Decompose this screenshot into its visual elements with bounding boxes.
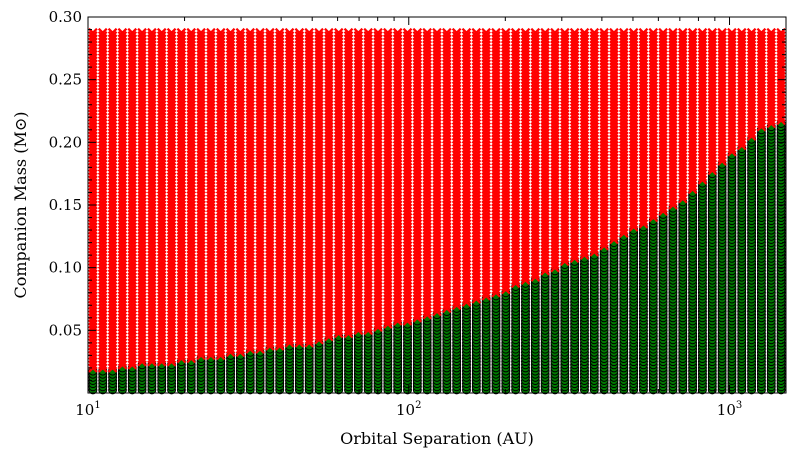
data-point-cross (107, 31, 118, 41)
data-point-cross (147, 31, 157, 41)
data-point-cross (137, 31, 147, 41)
data-point-cross (88, 31, 98, 41)
data-point-cross (117, 27, 128, 38)
data-point-cross (137, 27, 147, 38)
data-marks (88, 27, 786, 395)
data-point-cross (117, 31, 128, 41)
plot-area (88, 27, 786, 395)
data-point-cross (97, 27, 108, 38)
data-point-cross (147, 27, 157, 38)
data-point-cross (107, 27, 118, 38)
data-point-cross (127, 31, 138, 41)
data-point-cross (127, 27, 138, 38)
data-point-cross (97, 31, 108, 41)
